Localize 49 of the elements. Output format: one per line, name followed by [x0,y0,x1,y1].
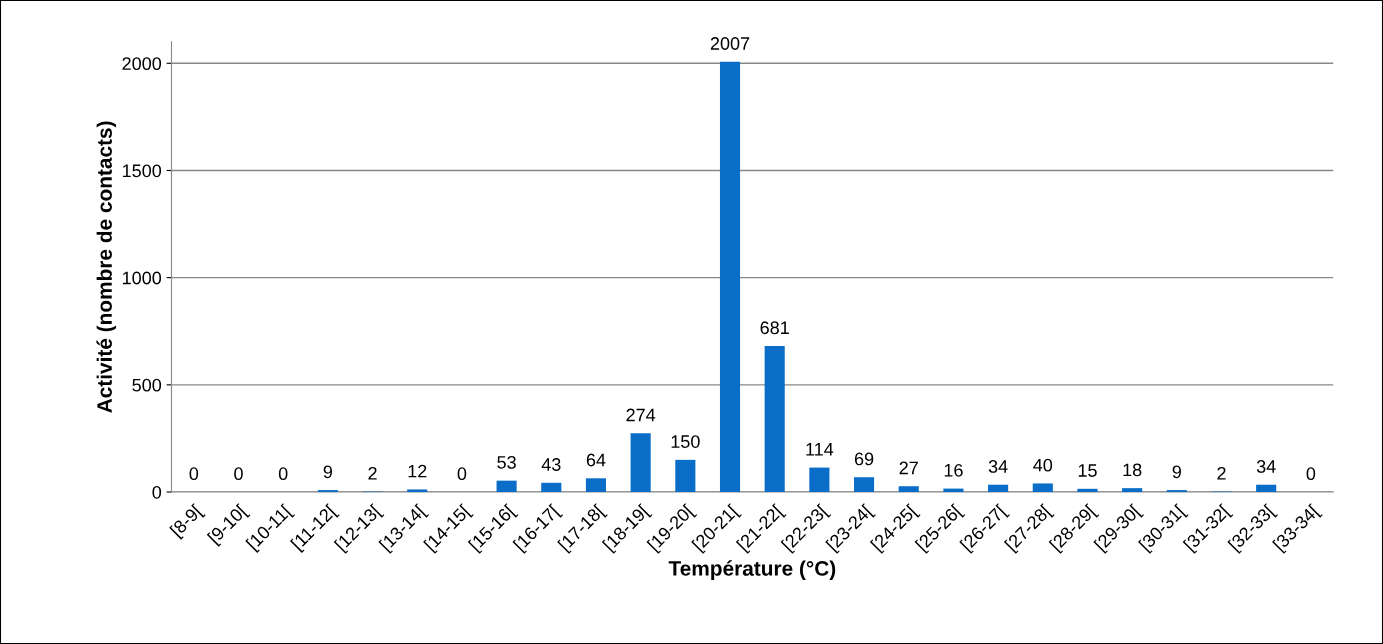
data-label: 15 [1078,464,1097,477]
bar [854,477,875,493]
bar [719,61,741,493]
data-label: 16 [944,463,963,477]
bar [407,489,428,493]
bar [1032,483,1053,493]
data-label: 9 [323,465,333,479]
bar [898,486,919,493]
data-label: 9 [1172,465,1181,479]
data-label: 0 [1306,467,1316,481]
data-label: 0 [278,467,288,481]
data-label: 43 [541,458,561,471]
data-label: 64 [586,453,606,467]
bar [1077,488,1098,493]
data-label: 18 [1123,463,1142,477]
y-tick-label: 0 [152,485,162,499]
bar [1122,488,1143,493]
data-label: 0 [189,467,199,481]
data-label: 12 [408,464,427,478]
data-label: 150 [671,435,700,448]
y-tick-label: 2000 [122,57,162,71]
data-label: 27 [899,461,918,475]
data-label: 53 [497,455,516,469]
bar [988,484,1009,493]
y-tick-label: 500 [132,378,162,392]
y-axis-title: Activité (nombre de contacts) [96,121,117,413]
data-label: 34 [988,460,1008,473]
x-axis-title: Température (°C) [668,560,836,580]
data-label: 0 [457,467,467,481]
y-tick-label: 1500 [122,164,162,178]
y-tick-label: 1000 [122,271,162,285]
data-label: 0 [234,467,243,481]
bar [809,467,830,493]
bar [496,480,517,493]
bar [1256,484,1277,493]
bar [585,478,607,493]
data-label: 2 [368,466,377,480]
data-label: 2 [1217,466,1226,480]
data-label: 34 [1256,460,1276,473]
data-label: 274 [626,408,656,422]
data-label: 69 [854,452,874,466]
data-label: 2007 [710,37,750,50]
bar [630,433,651,493]
bar [764,346,785,493]
data-label: 40 [1033,458,1053,472]
data-label: 114 [806,443,834,456]
bar [541,482,562,493]
bar [675,459,696,493]
data-label: 681 [760,321,789,335]
